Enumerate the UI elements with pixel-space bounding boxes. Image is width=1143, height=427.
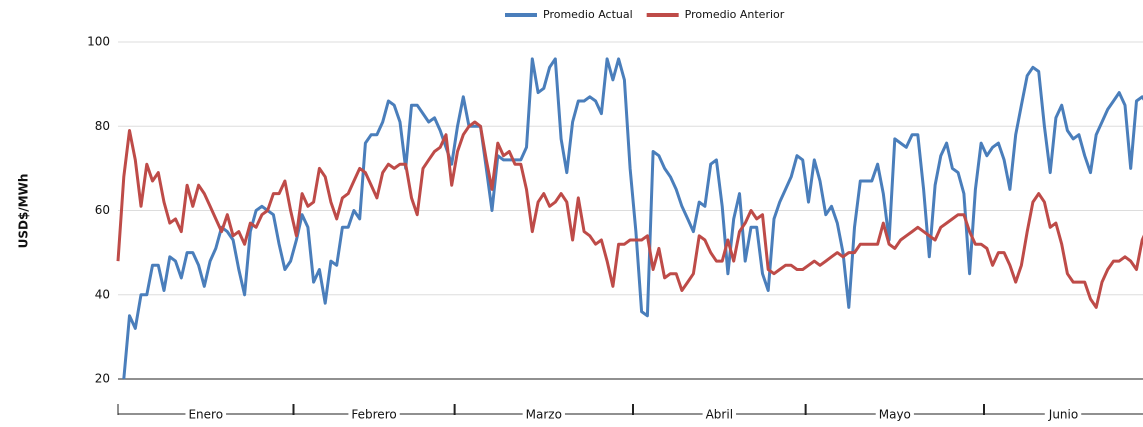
y-tick-label: 60 (95, 203, 110, 217)
group-label-bg (702, 410, 737, 418)
group-label: Junio (1048, 408, 1078, 422)
group-label-bg (1044, 410, 1082, 418)
series-line (116, 120, 1143, 309)
group-label-bg (348, 410, 400, 418)
y-tick-label: 20 (95, 372, 110, 386)
legend-label: Promedio Actual (543, 8, 633, 21)
legend-label: Promedio Anterior (685, 8, 785, 21)
y-axis-label: USD$/MWh (17, 174, 31, 249)
y-tick-label: 80 (95, 119, 110, 133)
group-label: Abril (706, 408, 733, 422)
group-label-bg (185, 410, 227, 418)
group-label-bg (522, 410, 565, 418)
group-label: Marzo (526, 408, 562, 422)
group-label-bg (875, 410, 914, 418)
group-label: Mayo (879, 408, 911, 422)
group-label: Enero (188, 408, 223, 422)
group-label: Febrero (351, 408, 396, 422)
y-tick-label: 100 (87, 35, 110, 49)
y-tick-label: 40 (95, 287, 110, 301)
series-line (122, 57, 1143, 380)
